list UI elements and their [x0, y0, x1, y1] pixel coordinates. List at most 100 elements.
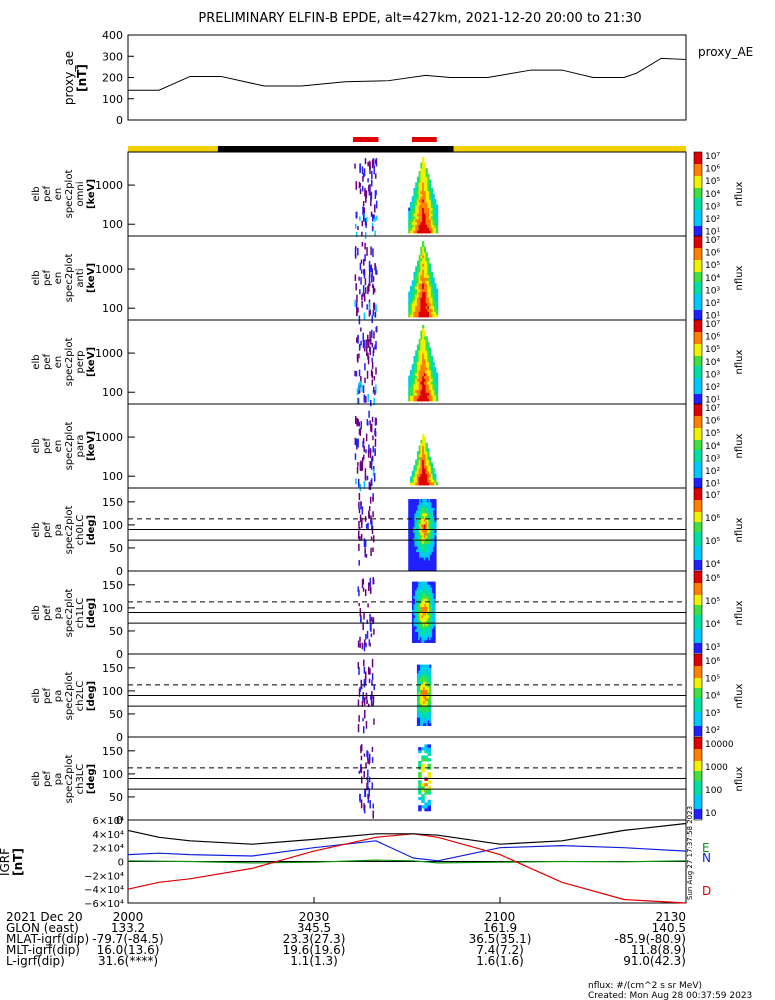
spectrogram-pixel — [423, 439, 427, 444]
colorbar-swatch — [694, 318, 702, 321]
spectrogram-pixel — [419, 568, 422, 572]
spectrogram-pixel — [427, 344, 430, 348]
colorbar-swatch — [694, 334, 702, 337]
spectrogram-pixel — [423, 190, 427, 195]
spectrogram-pixel — [423, 300, 427, 304]
spectrogram-pixel — [419, 598, 422, 602]
spectrogram-pixel — [363, 481, 366, 489]
spectrogram-pixel — [432, 392, 435, 396]
spectrogram-pixel — [427, 308, 430, 312]
spectrogram-pixel — [409, 532, 412, 536]
spectrogram-pixel — [430, 482, 434, 486]
spectrogram-pixel — [371, 159, 374, 169]
spectrogram-pixel — [368, 510, 370, 519]
spectrogram-pixel — [429, 201, 432, 206]
spectrogram-pixel — [418, 482, 421, 486]
spectrogram-pixel — [418, 386, 421, 391]
spectrogram-pixel — [426, 714, 429, 718]
spectrogram-pixel — [425, 445, 428, 449]
spectrogram-pixel — [409, 288, 413, 293]
spectrogram-pixel — [365, 553, 368, 558]
spectrogram-pixel — [429, 456, 432, 461]
spectrogram-pixel — [436, 291, 439, 295]
spectrogram-pixel — [421, 595, 424, 599]
spectrogram-pixel — [409, 305, 413, 309]
spectrogram-pixel — [416, 722, 419, 726]
energy-axis-label: pef — [42, 354, 53, 371]
spectrogram-pixel — [413, 584, 416, 588]
spectrogram-pixel — [426, 515, 429, 519]
spectrogram-pixel — [416, 176, 420, 180]
spectrogram-pixel — [418, 257, 421, 262]
spectrogram-pixel — [423, 398, 427, 402]
colorbar-swatch — [694, 162, 702, 165]
spectrogram-pixel — [433, 515, 436, 519]
spectrogram-pixel — [420, 512, 423, 517]
spectrogram-pixel — [432, 592, 435, 596]
spectrogram-pixel — [427, 257, 430, 262]
colorbar-swatch — [694, 520, 702, 523]
spectrogram-pixel — [423, 395, 427, 399]
spectrogram-pixel — [411, 473, 414, 477]
colorbar-swatch — [694, 763, 702, 766]
spectrogram-pixel — [422, 350, 425, 354]
colorbar-swatch — [694, 404, 702, 407]
spectrogram-pixel — [355, 283, 357, 291]
colorbar-tick-label: 10³ — [705, 370, 720, 380]
spectrogram-pixel — [433, 529, 436, 533]
spectrogram-pixel — [415, 625, 418, 630]
spectrogram-pixel — [419, 499, 422, 503]
spectrogram-pixel — [434, 523, 437, 528]
spectrogram-pixel — [427, 182, 430, 186]
colorbar-swatch — [694, 212, 702, 215]
spectrogram-pixel — [416, 689, 419, 693]
spectrogram-pixel — [423, 535, 426, 539]
spectrogram-pixel — [368, 260, 371, 267]
spectrogram-pixel — [411, 623, 414, 627]
spectrogram-pixel — [426, 537, 429, 542]
ae-tick-label: 400 — [102, 29, 123, 42]
spectrogram-pixel — [424, 719, 427, 724]
spectrogram-pixel — [418, 479, 421, 483]
spectrogram-pixel — [415, 639, 418, 643]
spectrogram-pixel — [411, 614, 414, 619]
spectrogram-pixel — [430, 606, 433, 610]
spectrogram-pixel — [433, 620, 436, 624]
colorbar-swatch — [694, 352, 702, 355]
spectrogram-pixel — [423, 291, 427, 295]
spectrogram-pixel — [415, 548, 418, 553]
spectrogram-pixel — [425, 221, 428, 225]
spectrogram-pixel — [411, 609, 414, 613]
spectrogram-pixel — [425, 213, 428, 217]
spectrogram-pixel — [428, 532, 431, 536]
spectrogram-pixel — [423, 297, 427, 301]
colorbar-swatch — [694, 302, 702, 305]
spectrogram-pixel — [416, 308, 420, 312]
spectrogram-pixel — [415, 288, 418, 293]
spectrogram-pixel — [423, 336, 427, 340]
spectrogram-pixel — [425, 297, 428, 301]
spectrogram-pixel — [419, 628, 422, 632]
spectrogram-pixel — [432, 614, 435, 619]
spectrogram-pixel — [425, 347, 428, 351]
spectrogram-pixel — [420, 168, 423, 172]
spectrogram-pixel — [418, 603, 421, 608]
spectrogram-pixel — [415, 398, 418, 402]
spectrogram-pixel — [354, 248, 357, 257]
spectrogram-pixel — [425, 285, 428, 290]
spectrogram-pixel — [370, 536, 373, 540]
spectrogram-pixel — [420, 479, 423, 483]
colorbar-tick-label: 10⁶ — [705, 514, 720, 524]
spectrogram-pixel — [425, 375, 428, 379]
spectrogram-pixel — [415, 269, 418, 273]
spectrogram-pixel — [418, 783, 422, 787]
spectrogram-pixel — [411, 529, 414, 533]
spectrogram-pixel — [361, 506, 364, 515]
spectrogram-pixel — [424, 695, 427, 699]
spectrogram-pixel — [422, 437, 425, 441]
spectrogram-pixel — [415, 375, 418, 379]
colorbar-swatch — [694, 554, 702, 557]
spectrogram-pixel — [434, 305, 437, 309]
spectrogram-pixel — [420, 683, 422, 688]
